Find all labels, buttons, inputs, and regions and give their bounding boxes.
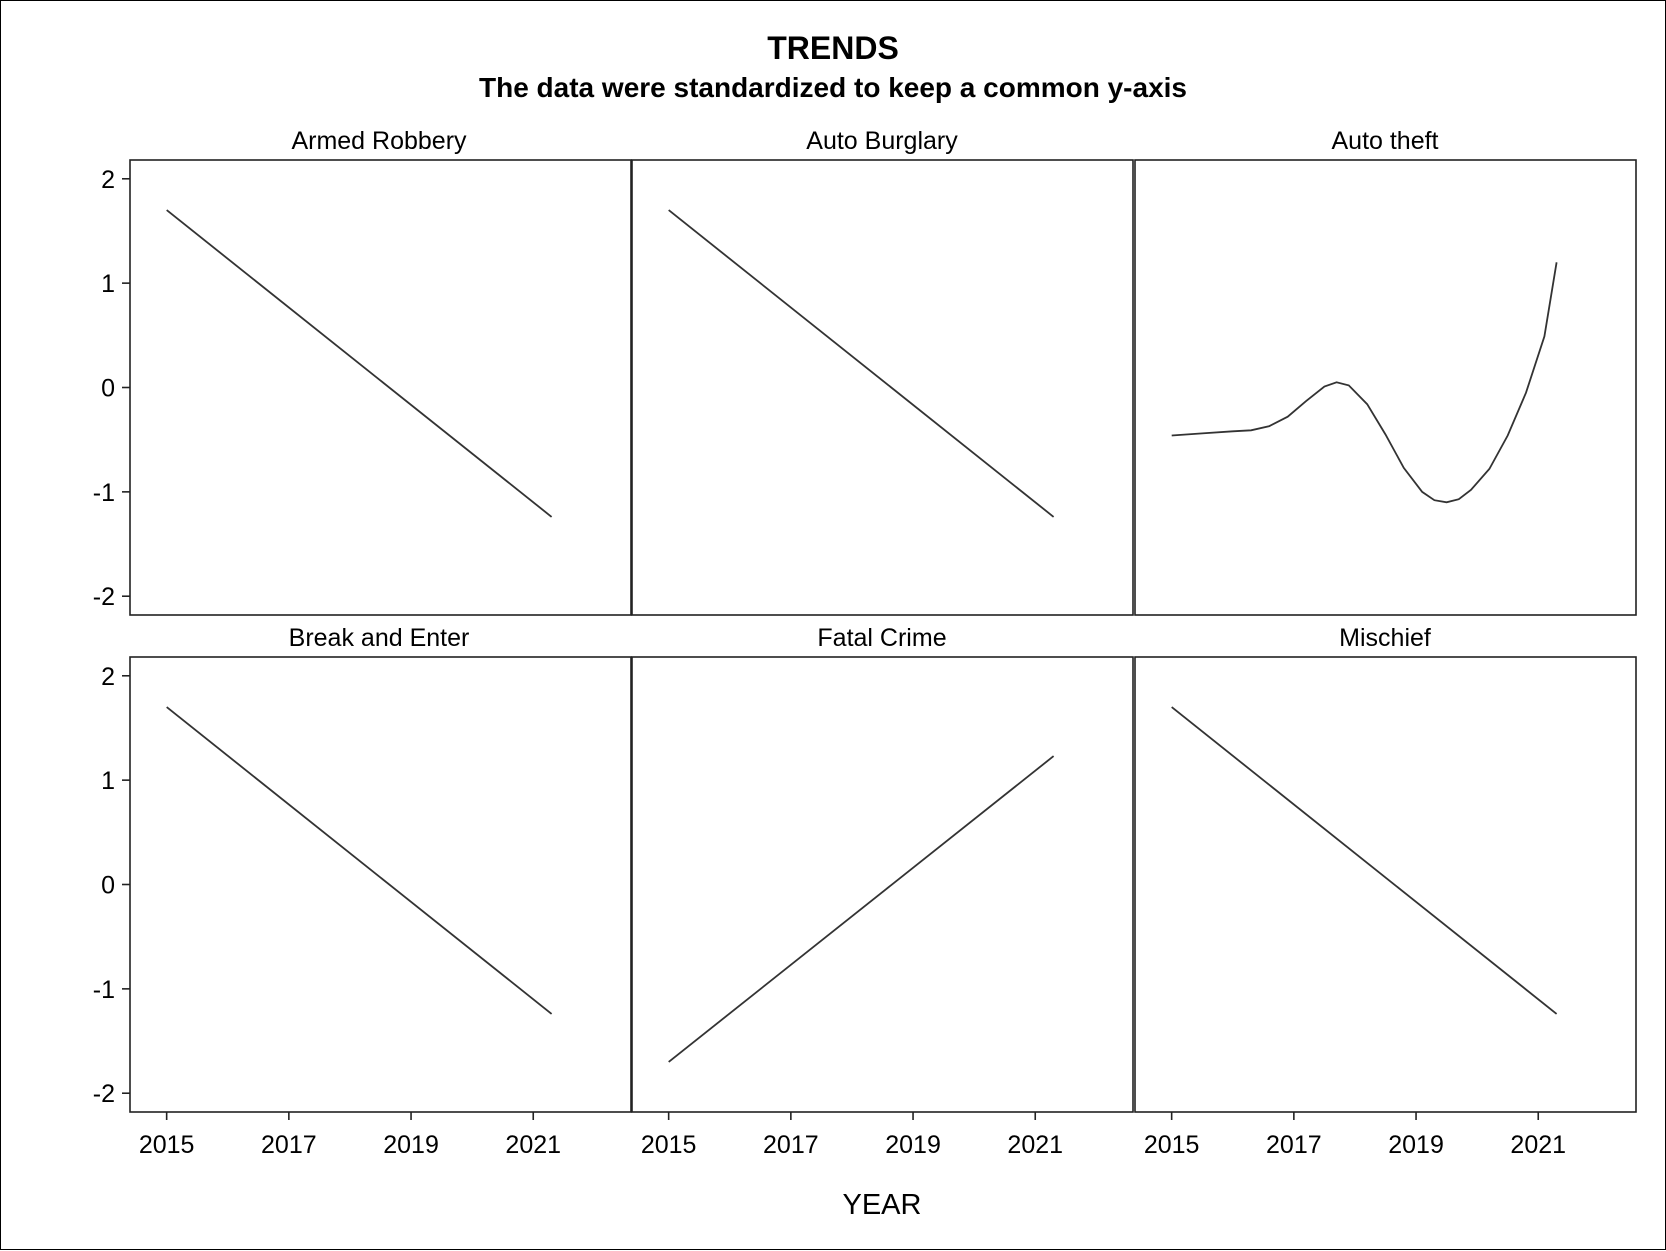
panel-frame: [1134, 159, 1637, 616]
x-tick-label: 2021: [505, 1131, 561, 1159]
series-line: [1171, 706, 1558, 1015]
y-tick-label: 1: [101, 270, 115, 298]
y-tick-label: 2: [101, 166, 115, 194]
x-tick-label: 2015: [139, 1131, 195, 1159]
chart-subtitle: The data were standardized to keep a com…: [479, 72, 1187, 103]
series-line: [668, 755, 1055, 1063]
y-tick-label: 1: [101, 767, 115, 795]
panel-frame: [1134, 656, 1637, 1113]
x-tick-label: 2017: [763, 1131, 819, 1159]
x-tick-label: 2017: [261, 1131, 317, 1159]
panel-frame: [631, 656, 1134, 1113]
x-tick-label: 2019: [885, 1131, 941, 1159]
panel-mischief: Mischief: [1134, 624, 1637, 1113]
series-line: [668, 209, 1055, 518]
y-tick-label: -1: [93, 976, 115, 1004]
panel-title: Mischief: [1339, 624, 1431, 652]
series-line: [166, 706, 553, 1015]
y-tick-label: -2: [93, 583, 115, 611]
panel-frame: [631, 159, 1134, 616]
panel-auto-burglary: Auto Burglary: [631, 127, 1134, 616]
panel-title: Armed Robbery: [291, 127, 467, 155]
y-tick-label: -2: [93, 1080, 115, 1108]
series-line: [166, 209, 553, 518]
panel-fatal-crime: Fatal Crime: [631, 624, 1134, 1113]
x-tick-label: 2017: [1266, 1131, 1322, 1159]
x-tick-label: 2019: [1388, 1131, 1444, 1159]
x-tick-label: 2015: [1144, 1131, 1200, 1159]
chart-title: TRENDS: [767, 30, 899, 66]
x-tick-label: 2019: [383, 1131, 439, 1159]
panel-frame: [129, 159, 632, 616]
panel-title: Fatal Crime: [817, 624, 946, 652]
panel-title: Auto Burglary: [806, 127, 958, 155]
y-tick-label: -1: [93, 479, 115, 507]
x-tick-label: 2021: [1007, 1131, 1063, 1159]
series-line: [1171, 262, 1558, 504]
panel-title: Break and Enter: [289, 624, 470, 652]
panel-armed-robbery: Armed Robbery: [129, 127, 632, 616]
y-tick-label: 0: [101, 375, 115, 403]
axes: -2 -1 0 1 2 -2 -1 0 1 2 2015 2017 2019 2021 2015 2017 20…: [93, 166, 1566, 1159]
x-axis-label: YEAR: [843, 1189, 922, 1221]
panel-frame: [129, 656, 632, 1113]
x-tick-label: 2021: [1510, 1131, 1566, 1159]
x-tick-label: 2015: [641, 1131, 697, 1159]
panel-auto-theft: Auto theft: [1134, 127, 1637, 616]
panel-title: Auto theft: [1331, 127, 1438, 155]
panel-break-and-enter: Break and Enter: [129, 624, 632, 1113]
y-tick-label: 2: [101, 663, 115, 691]
y-tick-label: 0: [101, 872, 115, 900]
